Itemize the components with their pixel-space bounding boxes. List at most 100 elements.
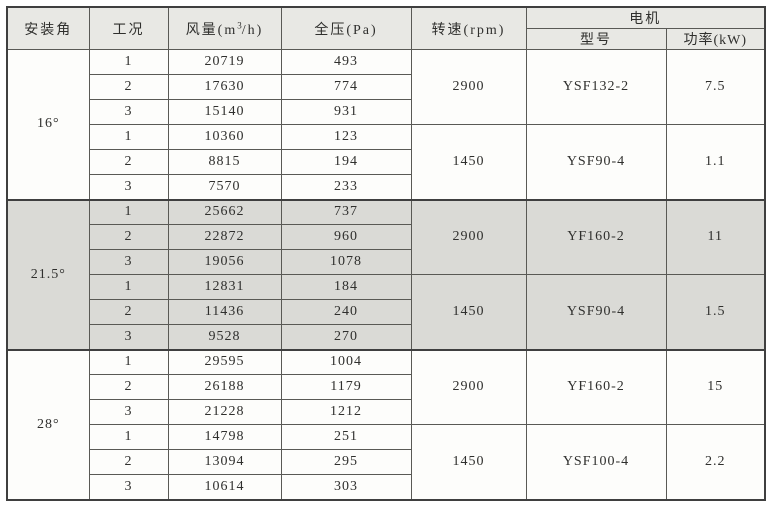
- condition-cell: 2: [88, 374, 169, 400]
- table-row: 1 12831 184 1450 YSF90-4 1.5: [7, 274, 766, 350]
- volume-cell: 29595: [167, 348, 282, 375]
- table-row: 3 7570 233: [7, 174, 765, 200]
- header-motor: 电机: [525, 6, 766, 29]
- header-air-volume-sup: 3: [237, 19, 242, 30]
- condition-cell: 2: [88, 74, 169, 100]
- pressure-cell: 194: [280, 149, 412, 175]
- model-cell: YF160-2: [525, 198, 667, 275]
- header-motor-power: 功率(kW): [665, 28, 766, 50]
- speed-cell: 1450: [410, 424, 527, 500]
- speed-cell: 2900: [410, 348, 527, 425]
- condition-cell: 2: [88, 449, 169, 475]
- volume-cell: 22872: [167, 224, 282, 250]
- volume-cell: 13094: [167, 449, 282, 475]
- header-row-2: 型号 功率(kW): [7, 28, 766, 50]
- condition-cell: 2: [88, 299, 169, 325]
- pressure-cell: 1004: [280, 348, 412, 375]
- pressure-cell: 251: [280, 424, 412, 450]
- power-cell: 11: [665, 198, 766, 275]
- fan-spec-table: 安装角 工况 风量(m3/h) 全压(Pa) 转速(rpm) 电机 型号 功率(…: [6, 6, 766, 501]
- condition-cell: 3: [88, 249, 169, 275]
- pressure-cell: 960: [280, 224, 412, 250]
- header-condition: 工况: [88, 6, 169, 50]
- table-row: 3 19056 1078: [7, 249, 765, 275]
- condition-cell: 1: [88, 198, 169, 225]
- pressure-cell: 931: [280, 99, 412, 125]
- speed-cell: 2900: [410, 198, 527, 275]
- angle-cell: 28°: [6, 348, 90, 500]
- condition-cell: 1: [88, 424, 169, 450]
- model-cell: YSF100-4: [525, 424, 667, 500]
- speed-cell: 1450: [410, 124, 527, 200]
- header-row-1: 安装角 工况 风量(m3/h) 全压(Pa) 转速(rpm) 电机: [6, 6, 766, 50]
- header-speed: 转速(rpm): [410, 6, 527, 50]
- angle-cell: 21.5°: [6, 198, 90, 350]
- volume-cell: 26188: [167, 374, 282, 400]
- pressure-cell: 1078: [280, 249, 412, 275]
- volume-cell: 9528: [167, 324, 282, 350]
- pressure-cell: 774: [280, 74, 412, 100]
- table-row: 1 14798 251 1450 YSF100-4 2.2: [7, 424, 766, 500]
- condition-cell: 1: [88, 124, 169, 150]
- volume-cell: 12831: [167, 274, 282, 300]
- header-air-volume-unit: /h): [241, 22, 264, 38]
- condition-cell: 1: [88, 348, 169, 375]
- volume-cell: 15140: [167, 99, 282, 125]
- volume-cell: 10614: [167, 474, 282, 500]
- table-row: 2 8815 194: [7, 149, 765, 175]
- model-cell: YSF90-4: [525, 124, 667, 200]
- condition-cell: 1: [88, 274, 169, 300]
- condition-cell: 2: [88, 224, 169, 250]
- power-cell: 1.5: [665, 274, 766, 350]
- speed-cell: 1450: [410, 274, 527, 350]
- table-row: 2 26188 1179: [7, 374, 765, 400]
- table-row: 3 15140 931: [7, 99, 765, 125]
- model-cell: YSF90-4: [525, 274, 667, 350]
- power-cell: 2.2: [665, 424, 766, 500]
- model-cell: YF160-2: [525, 348, 667, 425]
- section-21-5deg: 21.5° 1 25662 737 2900 YF160-2 11 2 2287…: [6, 198, 766, 350]
- volume-cell: 20719: [167, 49, 282, 75]
- table-row: 21.5° 1 25662 737 2900 YF160-2 11: [6, 198, 766, 350]
- header-motor-model: 型号: [525, 28, 667, 50]
- condition-cell: 3: [88, 474, 169, 500]
- volume-cell: 19056: [167, 249, 282, 275]
- pressure-cell: 240: [280, 299, 412, 325]
- header-air-volume: 风量(m3/h): [167, 6, 282, 50]
- volume-cell: 8815: [167, 149, 282, 175]
- pressure-cell: 493: [280, 49, 412, 75]
- pressure-cell: 295: [280, 449, 412, 475]
- pressure-cell: 303: [280, 474, 412, 500]
- angle-cell: 16°: [6, 49, 90, 200]
- pressure-cell: 1179: [280, 374, 412, 400]
- speed-cell: 2900: [410, 49, 527, 125]
- power-cell: 1.1: [665, 124, 766, 200]
- table-header: 安装角 工况 风量(m3/h) 全压(Pa) 转速(rpm) 电机 型号 功率(…: [6, 6, 766, 50]
- table-row: 28° 1 29595 1004 2900 YF160-2 15: [6, 348, 766, 500]
- volume-cell: 21228: [167, 399, 282, 425]
- table-row: 2 17630 774: [7, 74, 765, 100]
- volume-cell: 14798: [167, 424, 282, 450]
- condition-cell: 2: [88, 149, 169, 175]
- volume-cell: 10360: [167, 124, 282, 150]
- pressure-cell: 270: [280, 324, 412, 350]
- header-install-angle: 安装角: [6, 6, 90, 50]
- table-row: 3 10614 303: [7, 474, 765, 500]
- pressure-cell: 184: [280, 274, 412, 300]
- header-air-volume-text: 风量(m: [185, 22, 238, 38]
- volume-cell: 25662: [167, 198, 282, 225]
- pressure-cell: 1212: [280, 399, 412, 425]
- header-total-pressure: 全压(Pa): [280, 6, 412, 50]
- power-cell: 15: [665, 348, 766, 425]
- volume-cell: 17630: [167, 74, 282, 100]
- pressure-cell: 233: [280, 174, 412, 200]
- condition-cell: 3: [88, 174, 169, 200]
- pressure-cell: 737: [280, 198, 412, 225]
- model-cell: YSF132-2: [525, 49, 667, 125]
- condition-cell: 1: [88, 49, 169, 75]
- table-row: 2 13094 295: [7, 449, 765, 475]
- section-28deg: 28° 1 29595 1004 2900 YF160-2 15 2 26188…: [6, 348, 766, 500]
- table-row: 1 10360 123 1450 YSF90-4 1.1: [7, 124, 766, 200]
- pressure-cell: 123: [280, 124, 412, 150]
- table-row: 16° 1 20719 493 2900 YSF132-2 7.5: [6, 49, 766, 200]
